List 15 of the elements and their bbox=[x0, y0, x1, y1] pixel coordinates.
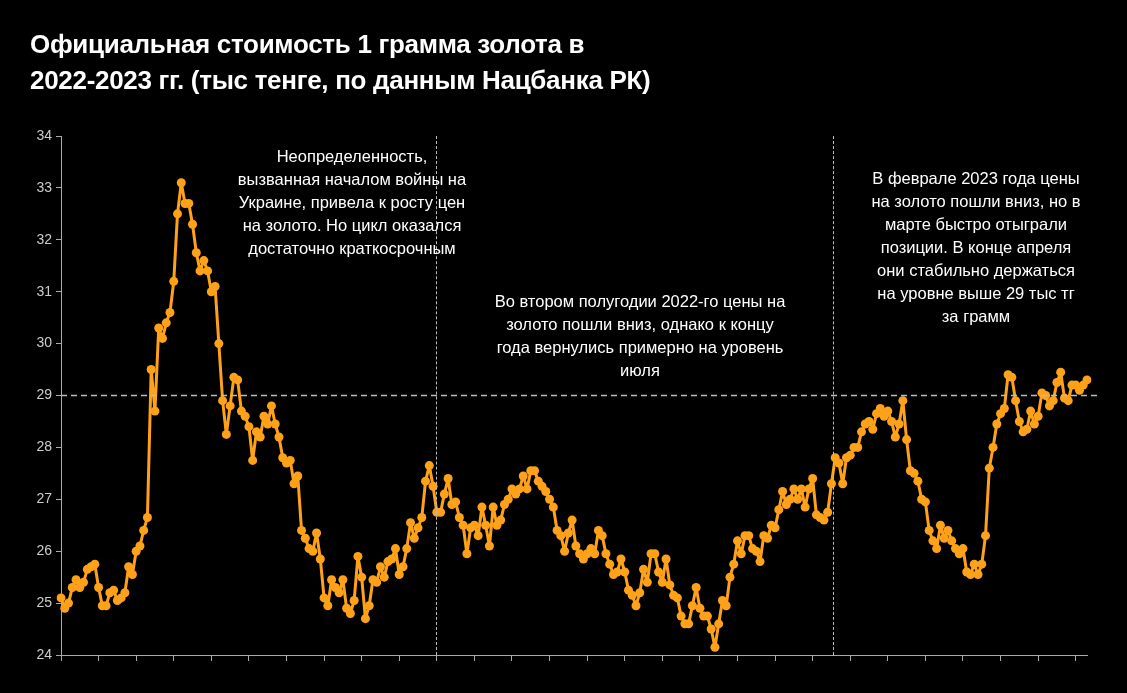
annotation: В феврале 2023 года цены на золото пошли вниз, но в марте быстро отыграли позиции. В конце апреля они стабильно держаться на уровне выше 29 тыс тг за грамм bbox=[871, 168, 1081, 327]
y-tick-label: 29 bbox=[36, 386, 53, 403]
chart-title: Официальная стоимость 1 грамма золота в 2022-2023 гг. (тыс тенге, по данным Нацбанка РК) bbox=[30, 28, 651, 97]
y-tick-label: 31 bbox=[36, 282, 53, 299]
y-tick-label: 26 bbox=[36, 542, 53, 559]
annotation: Неопределенность, вызванная началом войны на Украине, привела к росту цен на золото. Но цикл оказался достаточно краткосрочным bbox=[237, 146, 467, 259]
y-tick-label: 28 bbox=[36, 438, 53, 455]
annotation: Во втором полугодии 2022-го цены на золото пошли вниз, однако к концу года вернулись примерно на уровень июля bbox=[494, 291, 786, 381]
y-tick-label: 32 bbox=[36, 230, 53, 247]
y-tick-label: 27 bbox=[36, 490, 53, 507]
y-tick-label: 30 bbox=[36, 334, 53, 351]
y-tick-label: 24 bbox=[36, 645, 53, 662]
y-tick-label: 34 bbox=[36, 126, 53, 143]
y-tick-label: 33 bbox=[36, 178, 53, 195]
y-tick-label: 25 bbox=[36, 593, 53, 610]
